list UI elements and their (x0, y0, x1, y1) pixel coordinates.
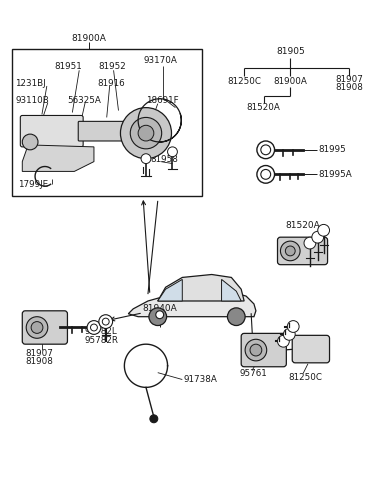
FancyBboxPatch shape (20, 116, 83, 147)
Text: 95761: 95761 (239, 369, 267, 378)
Circle shape (257, 165, 274, 183)
Polygon shape (158, 275, 244, 301)
Text: 81951: 81951 (55, 62, 82, 71)
Circle shape (312, 231, 324, 243)
Circle shape (156, 311, 164, 319)
Polygon shape (222, 280, 241, 301)
Text: 1799JE: 1799JE (18, 180, 49, 189)
Text: 81900A: 81900A (273, 77, 307, 85)
FancyBboxPatch shape (12, 49, 202, 196)
Circle shape (87, 321, 101, 334)
Text: 81250C: 81250C (288, 373, 322, 382)
Text: 1231BJ: 1231BJ (15, 79, 46, 87)
Text: 56325A: 56325A (68, 96, 101, 105)
Circle shape (318, 224, 330, 236)
Text: 81908: 81908 (25, 357, 53, 367)
Polygon shape (158, 280, 182, 301)
Circle shape (120, 108, 172, 159)
FancyBboxPatch shape (277, 237, 327, 265)
FancyBboxPatch shape (241, 333, 286, 367)
Circle shape (149, 308, 166, 326)
Text: 81928: 81928 (128, 132, 156, 142)
Text: 93170A: 93170A (143, 56, 177, 65)
Circle shape (31, 322, 43, 333)
Text: 81905: 81905 (276, 47, 305, 56)
Text: 81907: 81907 (335, 75, 363, 83)
Circle shape (277, 335, 289, 347)
Circle shape (227, 308, 245, 326)
Text: 81908: 81908 (335, 83, 363, 92)
Text: 95782L: 95782L (84, 327, 117, 336)
Circle shape (245, 339, 267, 361)
Circle shape (141, 154, 151, 164)
Text: 81907: 81907 (25, 348, 53, 358)
Circle shape (22, 134, 38, 150)
Circle shape (261, 169, 270, 179)
Text: 81916: 81916 (97, 79, 124, 87)
Circle shape (138, 125, 154, 141)
Text: 91738A: 91738A (183, 375, 217, 384)
FancyBboxPatch shape (78, 122, 159, 141)
Circle shape (283, 329, 295, 340)
Text: 93110B: 93110B (15, 96, 49, 105)
Text: 81250C: 81250C (227, 77, 261, 85)
Circle shape (102, 318, 109, 325)
Text: 18691F: 18691F (146, 96, 178, 105)
Circle shape (150, 415, 158, 423)
Circle shape (257, 141, 274, 159)
Circle shape (250, 344, 262, 356)
Text: 81940A: 81940A (142, 304, 177, 313)
FancyBboxPatch shape (292, 335, 330, 363)
Text: 95782R: 95782R (84, 336, 118, 345)
Circle shape (280, 241, 300, 261)
Text: 81995: 81995 (319, 145, 346, 154)
Polygon shape (22, 145, 94, 171)
Circle shape (261, 145, 270, 155)
Text: 81995A: 81995A (319, 170, 353, 179)
Text: 81958: 81958 (150, 155, 178, 164)
Text: 81900A: 81900A (72, 35, 107, 43)
Circle shape (285, 246, 295, 256)
Circle shape (99, 315, 112, 329)
Text: 81952: 81952 (99, 62, 127, 71)
Text: 81520A: 81520A (247, 103, 281, 112)
Circle shape (304, 237, 316, 249)
Polygon shape (128, 291, 256, 317)
Circle shape (287, 321, 299, 332)
Circle shape (26, 317, 48, 338)
Text: 81520A: 81520A (286, 221, 320, 230)
FancyBboxPatch shape (22, 311, 68, 344)
Circle shape (130, 118, 162, 149)
Circle shape (168, 147, 177, 157)
Circle shape (91, 324, 97, 331)
Text: 95412: 95412 (131, 113, 159, 122)
